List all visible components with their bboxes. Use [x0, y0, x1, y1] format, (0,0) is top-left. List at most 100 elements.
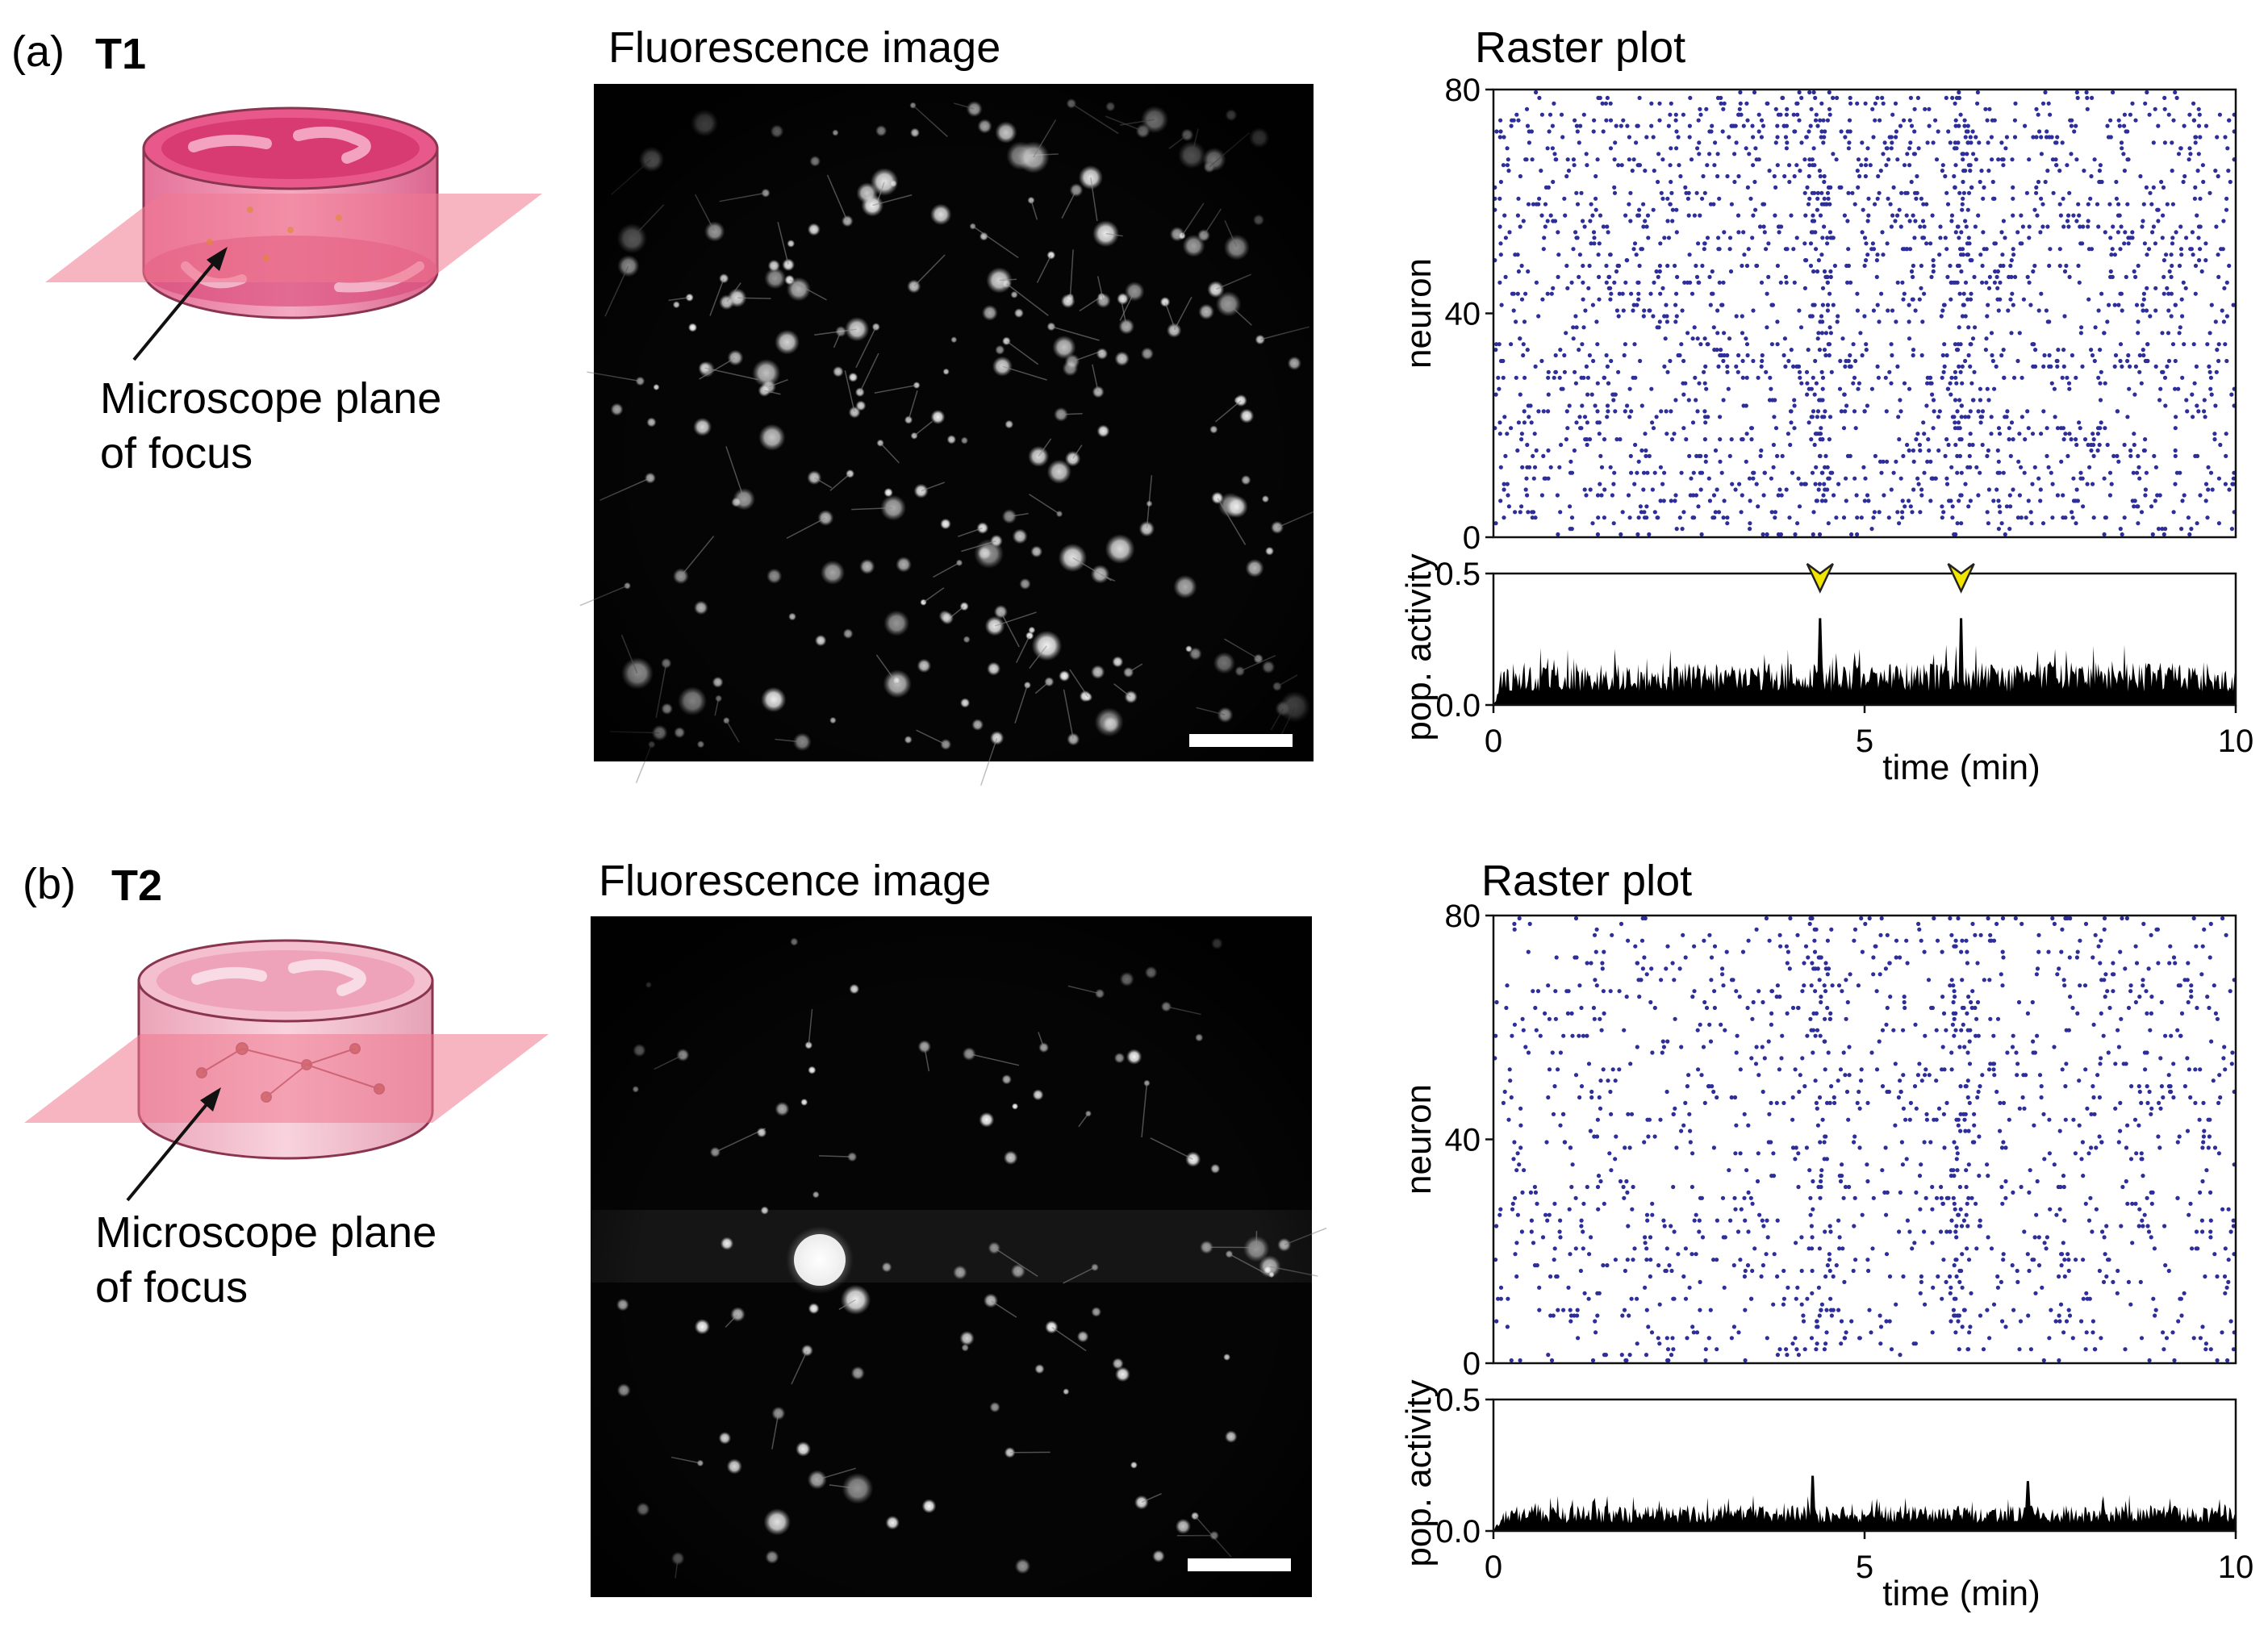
- spike: [1635, 123, 1639, 128]
- spike: [2056, 348, 2061, 352]
- spike: [1687, 123, 1692, 128]
- spike: [2189, 995, 2194, 999]
- spike: [1867, 916, 1872, 921]
- spike: [1616, 314, 1621, 319]
- spike: [1985, 453, 1990, 459]
- spike: [1744, 459, 1748, 464]
- spike: [1593, 173, 1598, 179]
- spike: [1534, 448, 1539, 453]
- spike: [2229, 1062, 2234, 1066]
- spike: [1498, 179, 1503, 185]
- spike: [1705, 342, 1710, 347]
- spike: [1911, 487, 1916, 492]
- spike: [1601, 1067, 1606, 1072]
- spike: [2055, 972, 2060, 977]
- spike: [1815, 415, 1819, 419]
- spike: [1938, 236, 1943, 240]
- spike: [1759, 135, 1764, 140]
- spike: [2017, 1347, 2022, 1352]
- spike: [1505, 432, 1510, 436]
- spike: [1949, 1050, 1954, 1055]
- spike: [1819, 331, 1824, 336]
- spike: [1843, 1073, 1848, 1078]
- spike: [1720, 1195, 1726, 1200]
- spike: [1922, 1140, 1927, 1145]
- spike: [1963, 1128, 1968, 1133]
- spike: [1814, 465, 1819, 469]
- spike: [1859, 163, 1864, 168]
- spike: [1711, 493, 1717, 498]
- spike: [1526, 202, 1531, 206]
- spike: [1818, 437, 1823, 442]
- spike: [1678, 173, 1683, 179]
- spike: [1991, 1067, 1996, 1072]
- spike: [1681, 510, 1686, 515]
- spike: [1811, 90, 1816, 95]
- spike: [1652, 169, 1656, 173]
- spike: [1739, 510, 1744, 515]
- spike: [1941, 1112, 1946, 1116]
- spike: [1560, 1112, 1566, 1116]
- spike: [1674, 129, 1679, 134]
- spike: [1683, 381, 1688, 386]
- spike: [1727, 236, 1733, 240]
- spike: [1953, 420, 1957, 425]
- spike: [1799, 95, 1804, 100]
- spike: [1497, 386, 1502, 391]
- spike: [2033, 1291, 2038, 1295]
- spike: [2191, 101, 2196, 106]
- spike: [1777, 995, 1782, 999]
- spike: [2019, 465, 2024, 469]
- spike: [2097, 1134, 2102, 1139]
- spike: [2222, 1045, 2227, 1049]
- spike: [1829, 369, 1834, 374]
- spike: [1961, 1022, 1965, 1027]
- spike: [1769, 1011, 1774, 1016]
- spike: [1852, 1134, 1857, 1139]
- spike: [1558, 348, 1563, 352]
- spike: [1981, 230, 1986, 235]
- spike: [1564, 173, 1569, 179]
- spike: [1972, 274, 1977, 279]
- spike: [1898, 476, 1903, 481]
- spike: [2137, 369, 2142, 374]
- spike: [1995, 1274, 2000, 1279]
- spike: [1502, 1089, 1507, 1095]
- spike: [1967, 1062, 1973, 1066]
- spike: [1523, 487, 1528, 492]
- spike: [1599, 1028, 1604, 1032]
- spike: [1518, 1145, 1523, 1150]
- spike: [1654, 269, 1659, 274]
- spike: [2002, 375, 2007, 380]
- spike: [1870, 241, 1875, 246]
- spike: [1790, 1117, 1795, 1122]
- spike: [1916, 146, 1921, 151]
- spike: [2145, 1050, 2149, 1055]
- spike: [1953, 1207, 1957, 1212]
- spike: [2038, 230, 2043, 235]
- spike: [2179, 297, 2184, 302]
- spike: [1664, 314, 1669, 319]
- spike: [2108, 118, 2113, 123]
- spike: [2038, 498, 2043, 503]
- spike: [1817, 1246, 1822, 1251]
- spike: [2095, 432, 2100, 436]
- spike: [1790, 1145, 1796, 1150]
- spike: [2178, 1033, 2183, 1038]
- spike: [1737, 482, 1742, 486]
- spike: [1811, 163, 1815, 168]
- spike: [1515, 291, 1520, 296]
- spike: [1944, 1279, 1948, 1284]
- spike: [2231, 1347, 2236, 1352]
- spike: [1527, 129, 1531, 134]
- spike: [1838, 1067, 1844, 1072]
- spike: [1759, 364, 1764, 369]
- spike: [1689, 476, 1694, 481]
- spike: [1959, 269, 1964, 274]
- spike: [1538, 1033, 1543, 1038]
- x-axis-label: time (min): [1882, 1574, 2040, 1613]
- spike: [1509, 1095, 1514, 1100]
- spike: [1817, 532, 1823, 537]
- spike: [1547, 1067, 1552, 1072]
- spike: [1953, 944, 1958, 949]
